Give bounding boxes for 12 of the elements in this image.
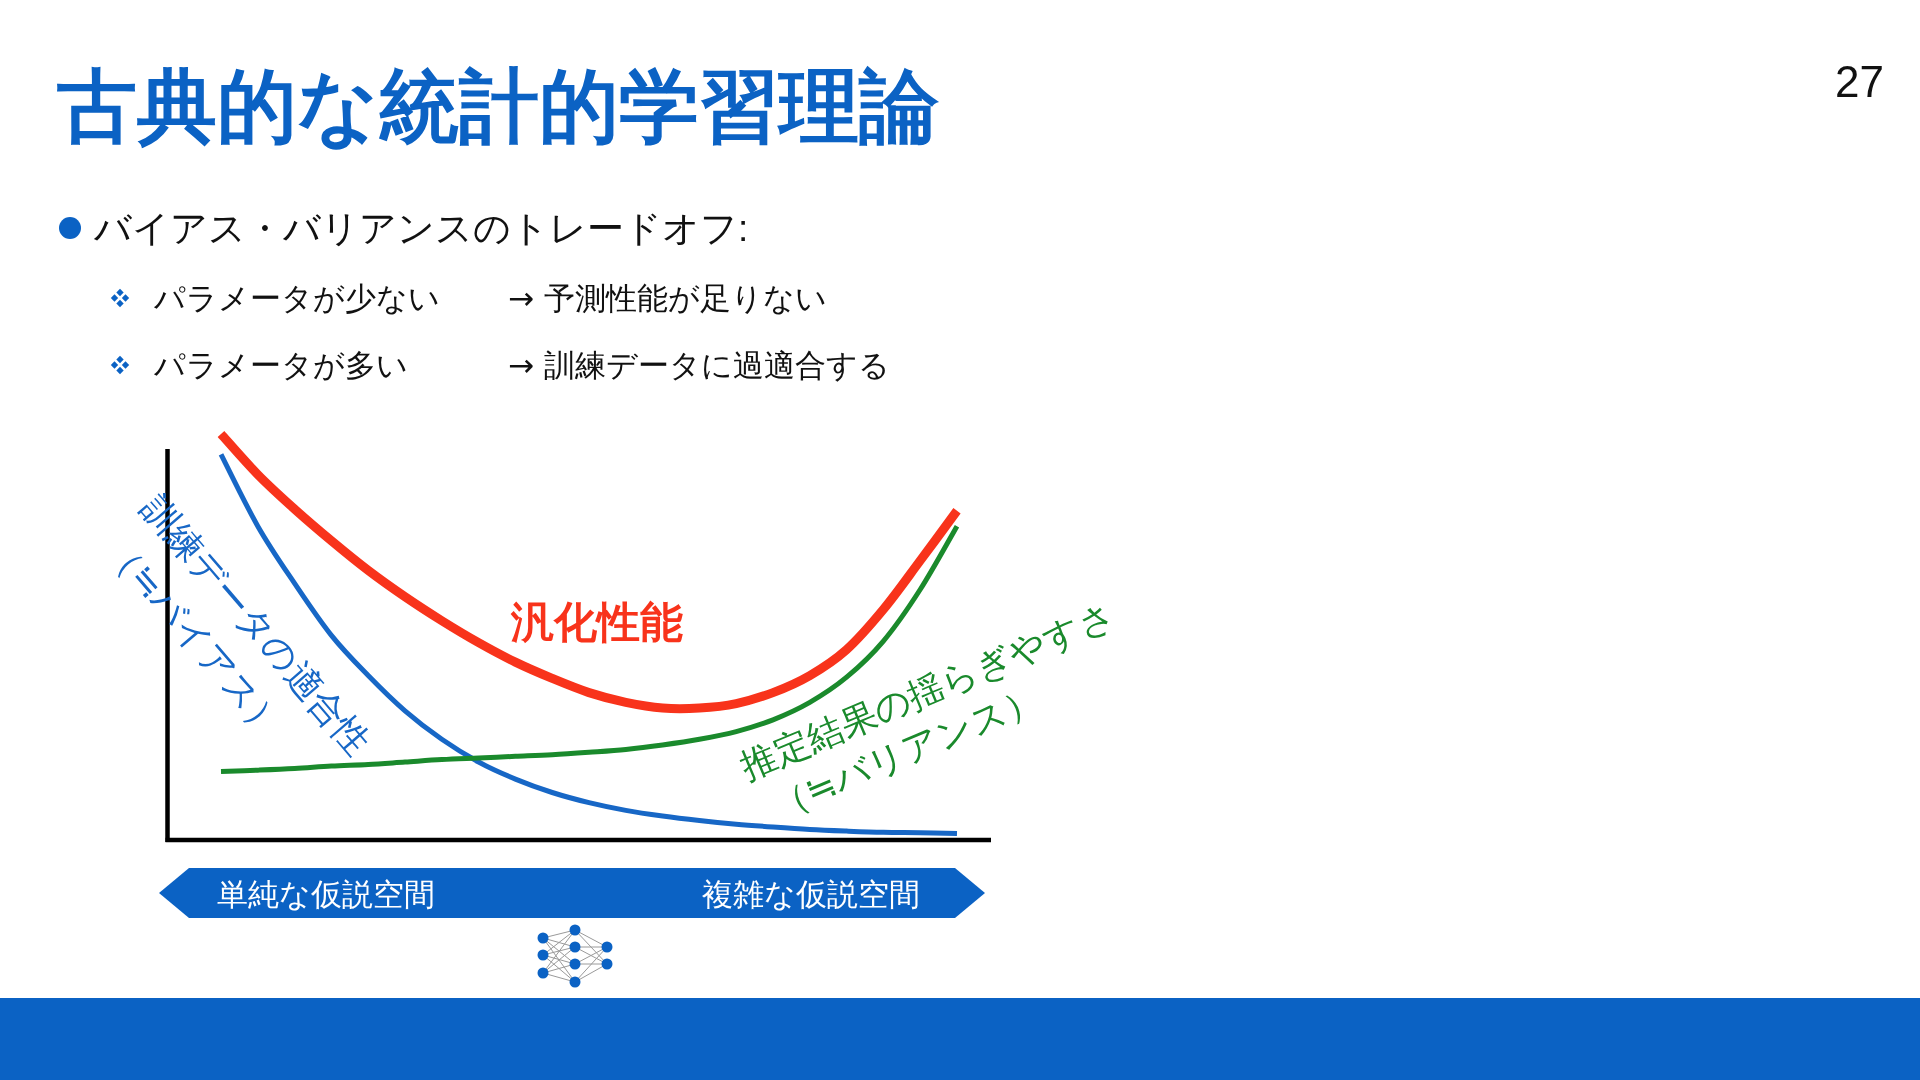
chart-title: 古典的な統計的学習理論 [56, 61, 940, 151]
text: パラメータが多い [153, 347, 408, 383]
text: → 予測性能が足りない [508, 280, 827, 316]
series-label: 汎化性能 [510, 598, 683, 646]
text: 複雑な仮説空間 [702, 876, 920, 912]
text: 単純な仮説空間 [217, 876, 435, 912]
text: 推定結果の揺らぎやすさ （≒バリアンス） [734, 593, 1121, 826]
chart-subtitle: バイアス・バリアンスのトレードオフ: [93, 207, 749, 249]
text: 27 [1835, 56, 1884, 106]
text: パラメータが少ない [153, 280, 440, 316]
text: → 訓練データに過適合する [508, 347, 890, 383]
text: 訓練データの適合性 （≒バイアス） [98, 487, 379, 763]
